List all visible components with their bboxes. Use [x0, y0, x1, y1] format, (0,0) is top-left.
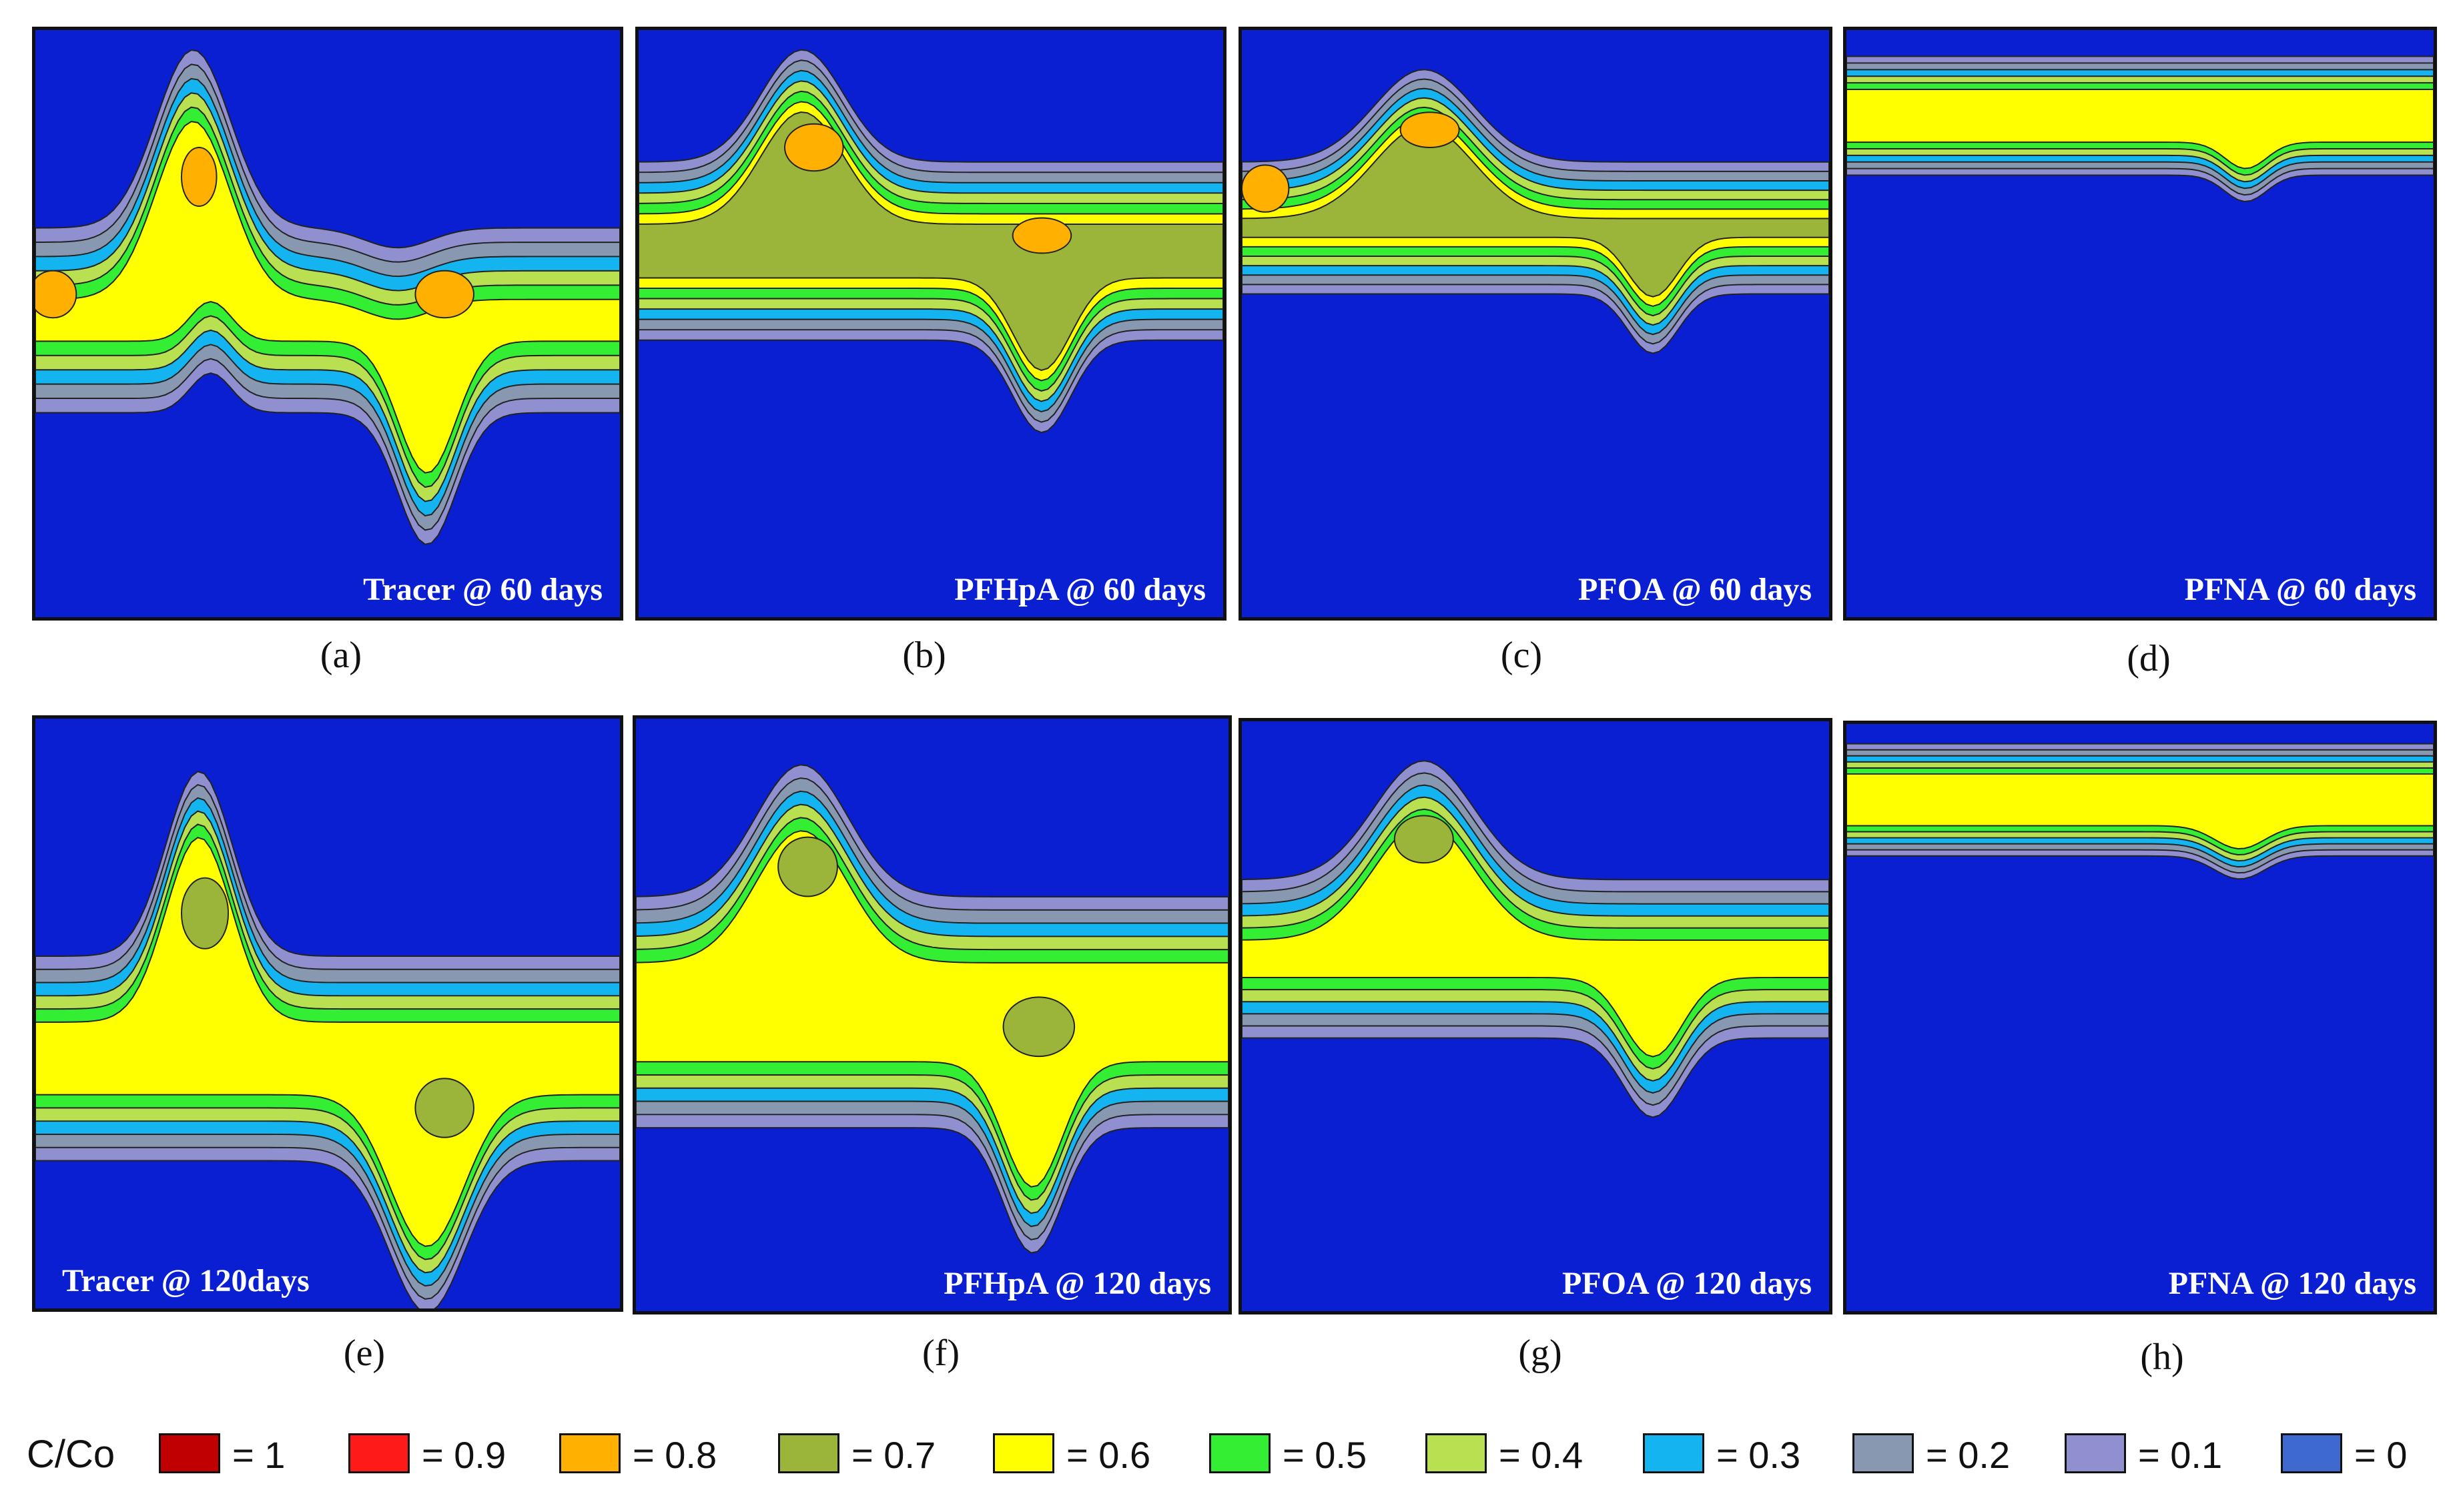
legend-label: = 0.2 — [1926, 1434, 2011, 1476]
contour-band — [35, 121, 620, 474]
contour-panel-b: PFHpA @ 60 days — [635, 27, 1226, 621]
contour-band — [1846, 773, 2434, 849]
sublabel-e: (e) — [343, 1333, 386, 1374]
contour-peak — [1012, 217, 1072, 254]
contour-panel-c: PFOA @ 60 days — [1239, 27, 1832, 621]
contour-panel-f: PFHpA @ 120 days — [633, 715, 1232, 1314]
legend-swatch — [348, 1433, 410, 1473]
sublabel-b: (b) — [902, 635, 946, 676]
sublabel-d: (d) — [2127, 638, 2171, 679]
contour-plot-b — [639, 30, 1223, 617]
contour-panel-d: PFNA @ 60 days — [1843, 27, 2437, 621]
panel-title-d: PFNA @ 60 days — [2184, 572, 2416, 607]
panel-title-a: Tracer @ 60 days — [363, 572, 603, 607]
legend-label: = 0.1 — [2138, 1434, 2223, 1476]
contour-peak — [784, 123, 844, 172]
sublabel-c: (c) — [1500, 635, 1543, 676]
contour-peak — [414, 1078, 474, 1138]
panel-title-g: PFOA @ 120 days — [1561, 1266, 1812, 1301]
contour-panel-g: PFOA @ 120 days — [1239, 718, 1832, 1314]
legend-swatch — [2065, 1433, 2126, 1473]
legend-title: C/Co — [27, 1433, 115, 1476]
contour-band — [1846, 89, 2434, 169]
legend-label: = 0.9 — [422, 1434, 506, 1476]
contour-plot-d — [1846, 30, 2434, 617]
sublabel-f: (f) — [922, 1333, 960, 1374]
contour-plot-f — [636, 719, 1228, 1311]
panel-title-b: PFHpA @ 60 days — [954, 572, 1206, 607]
legend-swatch — [778, 1433, 839, 1473]
panel-title-c: PFOA @ 60 days — [1577, 572, 1812, 607]
contour-peak — [777, 836, 838, 897]
contour-plot-a — [35, 30, 620, 617]
contour-peak — [181, 147, 218, 207]
contour-peak — [1399, 111, 1460, 148]
contour-peak — [1002, 996, 1076, 1058]
contour-peak — [1242, 164, 1290, 213]
contour-band — [35, 837, 620, 1247]
legend-swatch — [559, 1433, 621, 1473]
contour-peak — [35, 270, 77, 319]
contour-plot-e — [35, 719, 620, 1308]
panel-title-h: PFNA @ 120 days — [2168, 1266, 2416, 1301]
sublabel-a: (a) — [320, 635, 362, 676]
legend-label: = 0.3 — [1716, 1434, 1801, 1476]
legend-label: = 0 — [2354, 1434, 2408, 1476]
legend-label: = 1 — [232, 1434, 286, 1476]
contour-plot-h — [1846, 724, 2434, 1311]
legend-swatch — [1209, 1433, 1271, 1473]
sublabel-h: (h) — [2140, 1337, 2184, 1378]
contour-plot-c — [1242, 30, 1829, 617]
legend-label: = 0.6 — [1066, 1434, 1151, 1476]
contour-panel-e: Tracer @ 120days — [32, 715, 623, 1312]
legend-label: = 0.8 — [633, 1434, 717, 1476]
legend-swatch — [993, 1433, 1054, 1473]
contour-panel-h: PFNA @ 120 days — [1843, 721, 2437, 1314]
panel-title-e: Tracer @ 120days — [62, 1263, 310, 1298]
contour-peak — [1393, 815, 1454, 864]
legend-swatch — [1425, 1433, 1487, 1473]
legend-swatch — [1852, 1433, 1914, 1473]
contour-peak — [181, 877, 230, 950]
contour-panel-a: Tracer @ 60 days — [32, 27, 623, 621]
legend-label: = 0.5 — [1283, 1434, 1367, 1476]
contour-plot-g — [1242, 721, 1829, 1311]
legend-swatch — [159, 1433, 220, 1473]
legend-label: = 0.7 — [851, 1434, 936, 1476]
sublabel-g: (g) — [1518, 1333, 1562, 1374]
legend-label: = 0.4 — [1499, 1434, 1584, 1476]
concentration-legend: C/Co = 1 = 0.9 = 0.8 = 0.7 = 0.6 = 0.5 =… — [0, 1420, 2463, 1493]
contour-peak — [414, 270, 474, 319]
panel-title-f: PFHpA @ 120 days — [944, 1266, 1211, 1301]
legend-swatch — [1643, 1433, 1704, 1473]
legend-swatch — [2281, 1433, 2342, 1473]
